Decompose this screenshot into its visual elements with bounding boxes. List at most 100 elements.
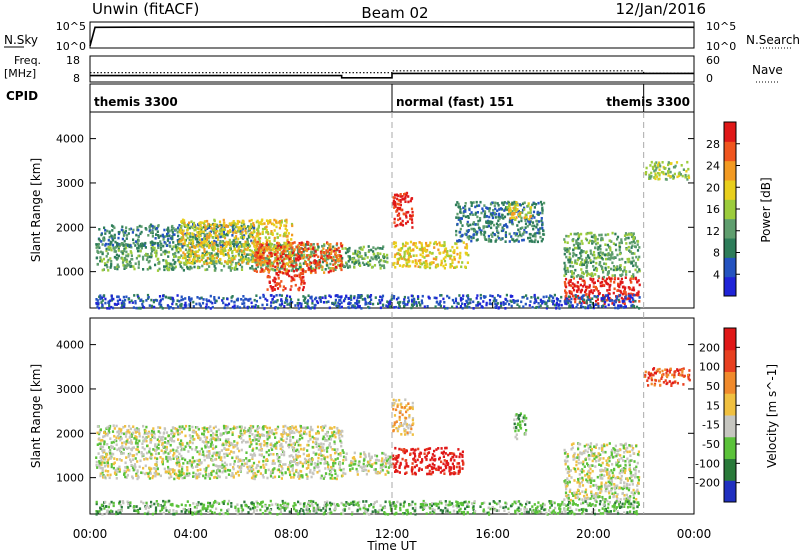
- colorbar-segment: [724, 180, 736, 200]
- data-cell: [276, 260, 279, 264]
- data-cell: [265, 241, 268, 245]
- data-cell: [335, 243, 338, 247]
- data-cell: [566, 299, 569, 303]
- data-cell: [191, 232, 194, 235]
- data-cell: [563, 281, 566, 284]
- data-cell: [253, 230, 256, 234]
- data-cell: [503, 215, 507, 219]
- data-cell: [660, 170, 664, 174]
- data-cell: [632, 288, 636, 292]
- data-cell: [505, 206, 508, 209]
- data-cell: [270, 254, 273, 258]
- data-cell: [193, 261, 196, 265]
- data-cell: [341, 474, 344, 477]
- data-cell: [637, 279, 640, 282]
- data-cell: [428, 266, 432, 270]
- data-cell: [233, 236, 236, 240]
- data-cell: [361, 298, 364, 301]
- data-cell: [304, 261, 307, 264]
- data-cell: [527, 236, 530, 240]
- data-cell: [137, 266, 140, 269]
- data-cell: [611, 302, 614, 305]
- data-cell: [207, 244, 210, 248]
- data-cell: [192, 250, 195, 254]
- data-cell: [522, 295, 525, 299]
- data-cell: [167, 250, 171, 254]
- data-cell: [235, 456, 238, 460]
- data-cell: [259, 243, 262, 247]
- data-cell: [189, 246, 192, 249]
- data-cell: [286, 247, 289, 250]
- data-cell: [97, 245, 100, 248]
- data-cell: [505, 293, 508, 297]
- data-cell: [386, 260, 389, 264]
- data-cell: [390, 298, 393, 301]
- data-cell: [617, 306, 620, 310]
- data-cell: [662, 171, 665, 174]
- data-cell: [407, 260, 410, 264]
- data-cell: [478, 219, 482, 222]
- data-cell: [182, 236, 185, 240]
- data-cell: [388, 302, 392, 305]
- data-cell: [115, 424, 118, 428]
- data-cell: [481, 305, 484, 309]
- data-cell: [466, 261, 469, 264]
- nave-right-tick-top: 60: [706, 54, 720, 67]
- data-cell: [618, 246, 621, 249]
- data-cell: [529, 214, 533, 218]
- data-cell: [431, 251, 434, 255]
- data-cell: [173, 262, 176, 266]
- data-cell: [96, 466, 99, 469]
- data-cell: [420, 246, 424, 249]
- data-cell: [451, 245, 454, 249]
- data-cell: [254, 306, 257, 309]
- data-cell: [476, 230, 479, 234]
- data-cell: [210, 252, 213, 255]
- data-cell: [662, 172, 665, 176]
- data-cell: [330, 458, 333, 461]
- data-cell: [245, 244, 248, 248]
- data-cell: [252, 224, 255, 227]
- data-cell: [359, 264, 362, 267]
- data-cell: [214, 269, 217, 272]
- data-cell: [100, 240, 103, 243]
- data-cell: [154, 237, 157, 240]
- data-cell: [199, 224, 202, 228]
- data-cell: [531, 214, 535, 217]
- data-cell: [132, 241, 135, 245]
- data-cell: [670, 162, 673, 165]
- data-cell: [256, 219, 259, 223]
- data-cell: [104, 301, 107, 305]
- data-cell: [606, 289, 609, 292]
- data-cell: [206, 257, 209, 260]
- data-cell: [251, 241, 254, 245]
- data-cell: [210, 261, 213, 265]
- data-cell: [274, 265, 277, 269]
- data-cell: [667, 163, 670, 167]
- data-cell: [152, 241, 155, 245]
- data-cell: [596, 295, 599, 298]
- data-cell: [123, 265, 126, 269]
- data-cell: [105, 263, 108, 267]
- data-cell: [159, 248, 163, 251]
- data-cell: [405, 216, 408, 219]
- data-cell: [183, 221, 186, 225]
- data-cell: [152, 300, 155, 304]
- data-cell: [288, 274, 291, 278]
- data-cell: [304, 262, 307, 265]
- data-cell: [370, 248, 373, 252]
- data-cell: [136, 226, 139, 229]
- data-cell: [205, 445, 208, 448]
- data-cell: [319, 264, 322, 267]
- data-cell: [329, 435, 332, 438]
- data-cell: [494, 212, 498, 216]
- data-cell: [594, 236, 597, 240]
- data-cell: [636, 292, 639, 295]
- data-cell: [314, 250, 317, 253]
- data-cell: [161, 297, 164, 301]
- data-cell: [281, 250, 285, 254]
- data-cell: [600, 238, 603, 242]
- data-cell: [262, 248, 265, 251]
- data-cell: [235, 444, 239, 447]
